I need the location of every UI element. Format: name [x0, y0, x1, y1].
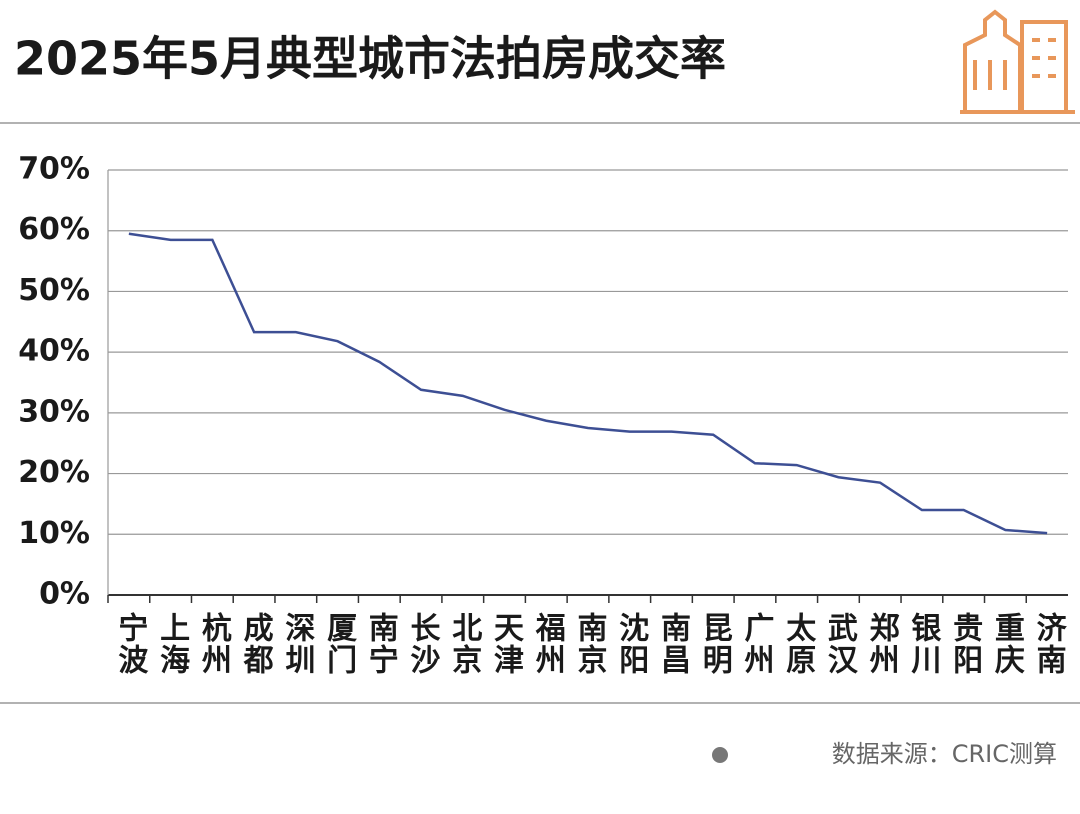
x-tick-label: 宁波: [112, 611, 148, 676]
x-tick-label: 贵阳: [947, 612, 982, 676]
x-tick-label: 福州: [530, 612, 567, 676]
x-tick-label: 深圳: [279, 612, 315, 676]
building-icon: [960, 9, 1075, 114]
x-tick-label: 银川: [905, 612, 941, 676]
y-tick-label: 20%: [18, 455, 90, 490]
x-tick-label: 杭州: [196, 611, 232, 676]
line: [128, 232, 1048, 535]
source: 数据来源：CRIC测算: [832, 740, 1057, 768]
y-tick-label: 0%: [39, 577, 90, 612]
x-tick-label: 太原: [780, 612, 816, 676]
x-tick-label: 天津: [488, 612, 524, 676]
x-tick-label: 重庆: [989, 612, 1025, 676]
x-tick-label: 北京: [446, 612, 482, 676]
x-tick-label: 南昌: [655, 612, 690, 676]
source-dot: [712, 747, 728, 763]
x-tick-label: 广州: [738, 612, 774, 676]
x-tick-label: 上海: [154, 612, 190, 676]
y-tick-label: 30%: [18, 394, 90, 429]
x-tick-label: 济南: [1031, 611, 1067, 676]
x-tick-label: 沈阳: [613, 612, 649, 676]
y-tick-label: 40%: [18, 334, 90, 369]
y-tick-label: 10%: [18, 516, 90, 551]
x-tick-label: 成都: [238, 612, 275, 676]
x-tick-label: 长沙: [405, 612, 441, 676]
x-tick-label: 南京: [572, 612, 608, 676]
y-tick-label: 70%: [18, 152, 90, 187]
x-tick-label: 厦门: [321, 612, 357, 676]
x-tick-label: 昆明: [697, 612, 732, 676]
y-tick-label: 60%: [18, 212, 90, 247]
y-tick-label: 50%: [18, 273, 90, 308]
chart-title: 2025年5月典型城市法拍房成交率: [14, 32, 726, 86]
x-tick-label: 郑州: [864, 612, 900, 676]
x-tick-label: 武汉: [822, 612, 858, 676]
x-tick-label: 南宁: [363, 612, 398, 676]
